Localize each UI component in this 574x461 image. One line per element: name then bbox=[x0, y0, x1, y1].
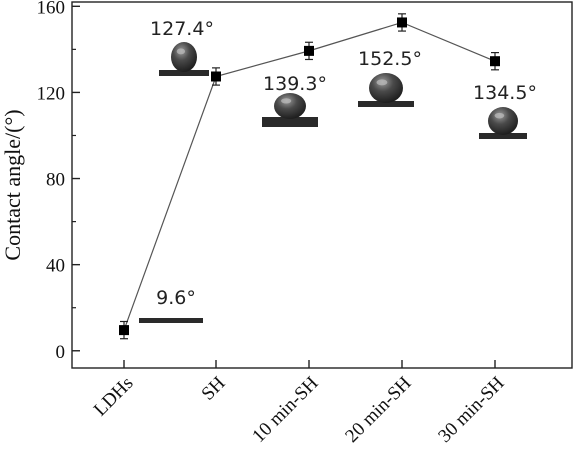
substrate bbox=[479, 133, 527, 139]
angle-label: 127.4° bbox=[150, 18, 214, 40]
angle-label: 134.5° bbox=[473, 82, 537, 104]
data-point bbox=[397, 17, 407, 28]
droplet-images bbox=[139, 42, 527, 323]
plot-frame bbox=[71, 1, 573, 369]
droplet bbox=[488, 107, 518, 135]
substrate bbox=[262, 117, 318, 127]
y-tick-label: 160 bbox=[37, 0, 66, 18]
substrate bbox=[358, 101, 414, 107]
data-point bbox=[211, 71, 221, 82]
series-contact-angle bbox=[119, 13, 500, 340]
y-axis-label: Contact angle/(°) bbox=[0, 109, 25, 260]
y-tick-label: 120 bbox=[37, 83, 66, 104]
data-point bbox=[304, 45, 314, 56]
droplet-highlight bbox=[281, 98, 292, 104]
droplet bbox=[171, 42, 197, 72]
x-tick-label: SH bbox=[198, 372, 230, 404]
droplet-thumbnail bbox=[262, 93, 318, 127]
droplet-highlight bbox=[494, 112, 505, 119]
data-point bbox=[119, 325, 129, 336]
droplet bbox=[274, 93, 306, 119]
y-tick-label: 0 bbox=[56, 342, 66, 363]
x-tick-label: LDHs bbox=[90, 373, 138, 421]
droplet bbox=[369, 73, 403, 103]
droplet-highlight bbox=[376, 79, 388, 86]
angle-annotations: 9.6° 127.4° 139.3° 152.5° 134.5° bbox=[150, 18, 537, 309]
x-tick-label: 20 min-SH bbox=[341, 372, 415, 446]
x-tick-label: 10 min-SH bbox=[248, 372, 322, 446]
y-axis: 0 40 80 120 160 bbox=[37, 0, 80, 363]
y-tick-label: 40 bbox=[46, 256, 65, 277]
droplet-thumbnail bbox=[159, 42, 209, 76]
droplet-thumbnail bbox=[358, 73, 414, 107]
y-tick-label: 80 bbox=[46, 170, 65, 191]
flat-droplet-film bbox=[139, 318, 203, 323]
angle-label: 139.3° bbox=[263, 73, 327, 95]
data-point bbox=[490, 56, 500, 67]
droplet-highlight bbox=[176, 48, 186, 55]
x-axis: LDHs SH 10 min-SH 20 min-SH 30 min-SH bbox=[90, 360, 509, 447]
angle-label: 152.5° bbox=[358, 48, 422, 70]
x-tick-label: 30 min-SH bbox=[434, 372, 508, 446]
substrate bbox=[159, 70, 209, 76]
droplet-thumbnail bbox=[479, 107, 527, 139]
angle-label: 9.6° bbox=[156, 287, 196, 309]
